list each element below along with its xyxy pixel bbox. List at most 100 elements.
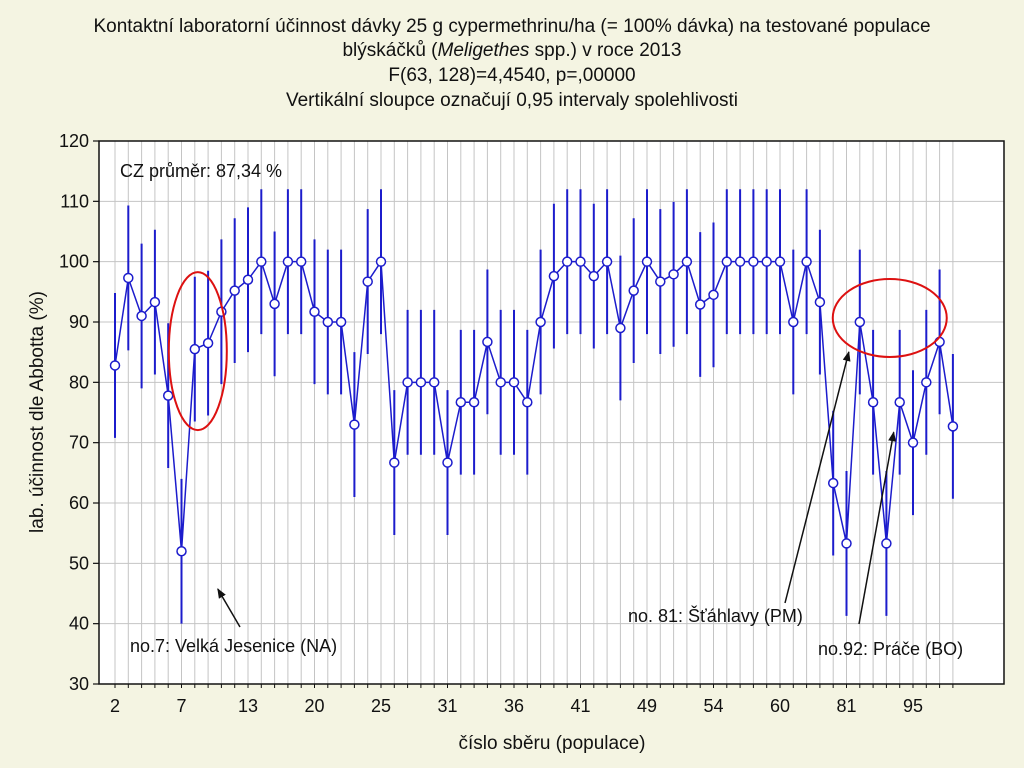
data-point xyxy=(708,289,719,301)
highlight-ellipse-no81-no92 xyxy=(831,278,948,358)
data-point xyxy=(295,256,307,267)
data-point xyxy=(508,377,520,388)
data-point xyxy=(535,316,546,328)
x-tick-label: 49 xyxy=(637,696,657,716)
data-point xyxy=(123,272,134,284)
data-point xyxy=(841,538,852,549)
y-tick-label: 80 xyxy=(69,372,89,392)
y-axis-label: lab. účinnost dle Abbotta (%) xyxy=(27,291,48,533)
chart-title-line-1: Kontaktní laboratorní účinnost dávky 25 … xyxy=(93,16,930,37)
data-point xyxy=(588,270,600,282)
y-tick-label: 60 xyxy=(69,493,89,513)
data-point xyxy=(335,316,347,328)
data-point xyxy=(601,256,613,267)
x-tick-label: 31 xyxy=(437,696,457,716)
data-point xyxy=(362,276,373,287)
data-point xyxy=(575,256,586,267)
y-tick-label: 70 xyxy=(69,433,89,453)
chart-title-line-2: blýskáčků (Meligethes spp.) v roce 2013 xyxy=(342,40,681,61)
y-tick-label: 120 xyxy=(59,131,89,151)
data-point xyxy=(721,256,733,267)
data-point xyxy=(881,538,892,549)
x-tick-label: 2 xyxy=(110,696,120,716)
data-point xyxy=(349,419,360,430)
data-point xyxy=(189,343,201,355)
data-point xyxy=(322,316,334,328)
data-points xyxy=(109,256,959,557)
data-point xyxy=(947,421,959,432)
data-point xyxy=(655,276,666,287)
data-point xyxy=(734,256,746,267)
data-point xyxy=(162,390,174,401)
data-point xyxy=(176,546,187,557)
data-point xyxy=(788,316,799,328)
annotations: CZ průměr: 87,34 % no.7: Velká Jesenice … xyxy=(120,161,963,659)
data-point xyxy=(389,457,400,468)
grid-lines xyxy=(99,140,1004,685)
data-point xyxy=(415,377,427,388)
y-axis-ticks: 30 40 50 60 70 80 90 100 110 120 xyxy=(59,131,99,694)
x-tick-label: 81 xyxy=(836,696,856,716)
y-tick-label: 40 xyxy=(69,614,89,634)
chart-title-line-2-b: spp.) v roce 2013 xyxy=(529,40,681,61)
data-point xyxy=(774,256,786,267)
data-point xyxy=(269,298,280,310)
data-point xyxy=(309,306,320,317)
data-point xyxy=(694,299,706,310)
data-point xyxy=(282,256,294,267)
x-axis-label: číslo sběru (populace) xyxy=(459,733,646,754)
data-point xyxy=(761,256,772,267)
data-point xyxy=(748,256,759,267)
data-point xyxy=(814,296,826,308)
data-point xyxy=(455,396,467,408)
data-point xyxy=(615,322,626,334)
arrow-no7 xyxy=(217,588,241,628)
data-point xyxy=(854,316,866,328)
x-tick-label: 20 xyxy=(304,696,324,716)
data-point xyxy=(641,256,653,267)
data-point xyxy=(468,396,480,408)
y-tick-label: 100 xyxy=(59,252,89,272)
x-tick-label: 25 xyxy=(371,696,391,716)
chart-title-line-4: Vertikální sloupce označují 0,95 interva… xyxy=(286,90,738,111)
data-point xyxy=(442,457,453,468)
arrow-no81 xyxy=(784,351,851,604)
data-point xyxy=(242,274,254,286)
data-point xyxy=(668,269,679,280)
data-point xyxy=(495,377,506,388)
data-point xyxy=(894,396,905,408)
annotation-cz-mean: CZ průměr: 87,34 % xyxy=(120,161,282,181)
data-point xyxy=(229,285,240,296)
data-point xyxy=(109,360,121,371)
x-axis-ticks: 2 7 13 20 25 31 36 41 49 54 60 81 95 xyxy=(110,684,954,716)
data-point xyxy=(482,336,493,348)
data-point xyxy=(801,256,812,267)
chart-title-line-3: F(63, 128)=4,4540, p=,00000 xyxy=(388,65,635,86)
chart-title-line-2-a: blýskáčků ( xyxy=(342,40,438,61)
data-point xyxy=(202,337,214,349)
data-point xyxy=(548,270,560,282)
y-tick-label: 110 xyxy=(60,191,89,211)
data-point xyxy=(428,377,440,388)
data-point xyxy=(256,256,267,267)
plot-frame xyxy=(98,140,1005,685)
x-tick-label: 95 xyxy=(903,696,923,716)
y-tick-label: 50 xyxy=(69,553,89,573)
x-tick-label: 60 xyxy=(770,696,790,716)
x-tick-label: 7 xyxy=(176,696,186,716)
x-tick-label: 13 xyxy=(238,696,258,716)
plot-area xyxy=(99,141,1004,684)
data-point xyxy=(522,396,533,408)
arrow-no92 xyxy=(858,431,897,625)
series-line xyxy=(114,258,954,552)
data-point xyxy=(867,396,879,408)
data-point xyxy=(934,336,945,348)
data-point xyxy=(149,296,161,308)
annotation-no92: no.92: Práče (BO) xyxy=(818,639,963,659)
highlight-ellipse-no7 xyxy=(167,271,228,432)
data-point xyxy=(827,477,839,489)
data-point xyxy=(402,377,413,388)
data-point xyxy=(136,310,147,322)
x-tick-label: 41 xyxy=(570,696,590,716)
